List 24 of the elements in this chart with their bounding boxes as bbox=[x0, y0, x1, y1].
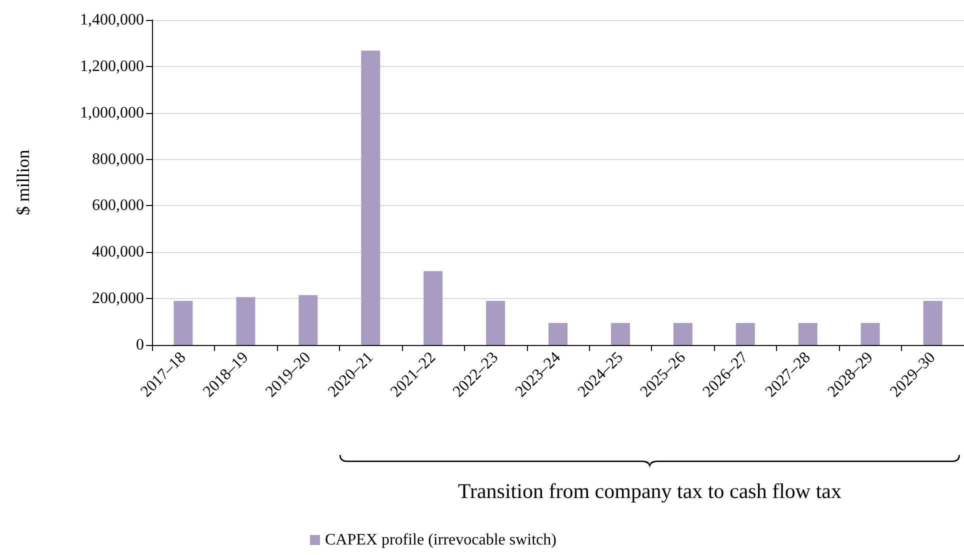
bar bbox=[923, 300, 942, 345]
bar bbox=[361, 50, 380, 345]
bar bbox=[486, 300, 506, 345]
legend-label: CAPEX profile (irrevocable switch) bbox=[325, 532, 556, 548]
y-tick-label: 1,200,000 bbox=[80, 58, 144, 75]
y-tick-label: 400,000 bbox=[92, 244, 144, 261]
bar bbox=[298, 295, 318, 345]
y-tick-label: 800,000 bbox=[92, 150, 144, 168]
bar bbox=[860, 322, 880, 345]
y-tick-label: 600,000 bbox=[92, 197, 144, 214]
y-tick-label: 200,000 bbox=[92, 290, 144, 308]
bar bbox=[673, 322, 692, 345]
bar bbox=[548, 322, 568, 345]
y-tick-label: 0 bbox=[136, 336, 144, 354]
y-tick-label: 1,000,000 bbox=[80, 104, 144, 122]
text: Transition from company tax to cash flow tax bbox=[458, 479, 842, 503]
y-tick-label: 1,400,000 bbox=[80, 12, 144, 28]
bar bbox=[610, 322, 630, 345]
bar bbox=[798, 322, 818, 345]
bar bbox=[174, 300, 193, 345]
y-axis-title: $ million bbox=[13, 150, 33, 216]
bar bbox=[236, 297, 256, 345]
bar bbox=[736, 322, 755, 345]
bar bbox=[424, 271, 443, 345]
